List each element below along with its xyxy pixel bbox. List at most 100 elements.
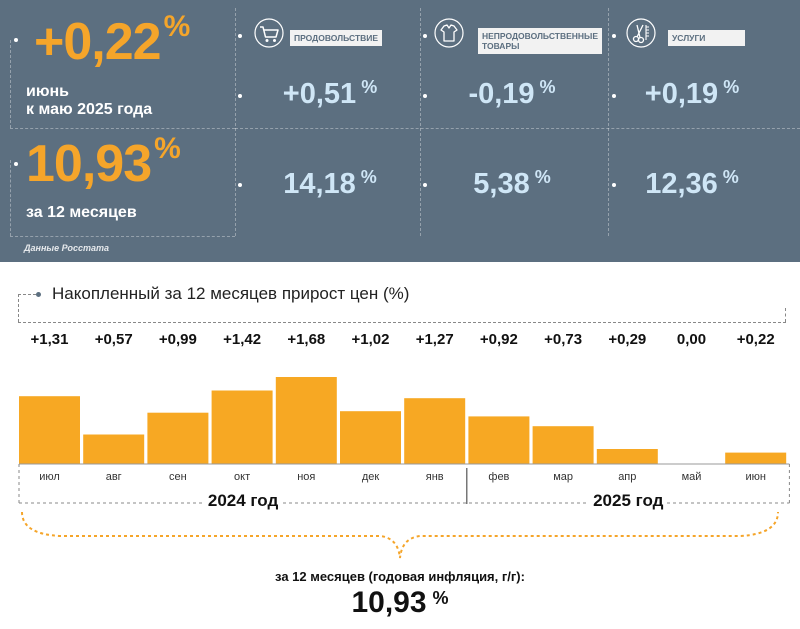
data-label: +0,73 — [544, 331, 583, 348]
bullet-dot — [238, 183, 242, 187]
food-annual-value: 14,18% — [250, 167, 410, 200]
x-tick-label: янв — [426, 471, 444, 483]
annual-inflation-value: 10,93% — [26, 134, 181, 193]
axis-frame — [18, 464, 790, 504]
annual-unit: % — [154, 132, 181, 165]
data-label: +1,68 — [287, 331, 326, 348]
bullet-dot — [238, 34, 242, 38]
bullet-dot — [238, 94, 242, 98]
year-label-2025: 2025 год — [589, 491, 668, 511]
monthly-unit: % — [163, 10, 191, 43]
divider — [235, 128, 800, 129]
title-bracket — [18, 322, 786, 323]
bar-июл — [19, 396, 80, 464]
bullet-dot — [612, 34, 616, 38]
data-label: +1,02 — [351, 331, 390, 348]
services-monthly-value: +0,19% — [612, 77, 772, 110]
bullet-dot — [612, 94, 616, 98]
summary-panel: +0,22% июнь к маю 2025 года 10,93% за 12… — [0, 0, 800, 262]
x-tick-label: июл — [39, 471, 60, 483]
bar-авг — [83, 434, 145, 464]
label-line: НЕПРОДОВОЛЬСТВЕННЫЕ — [482, 31, 599, 41]
data-label: +1,31 — [30, 331, 69, 348]
x-tick-label: сен — [169, 471, 187, 483]
monthly-period-line2: к маю 2025 года — [26, 101, 153, 118]
data-label: +1,42 — [223, 331, 262, 348]
nonfood-annual-value: 5,38% — [432, 167, 592, 200]
data-label: +0,57 — [94, 331, 133, 348]
x-tick-label: ноя — [297, 471, 315, 483]
value-number: 12,36 — [645, 168, 718, 200]
bar-мар — [532, 426, 594, 464]
divider — [10, 40, 11, 128]
title-bullet-dot — [36, 292, 41, 297]
data-label: +0,22 — [736, 331, 775, 348]
data-label: +0,92 — [479, 331, 518, 348]
divider — [10, 160, 11, 236]
category-label-nonfood: НЕПРОДОВОЛЬСТВЕННЫЕ ТОВАРЫ — [478, 28, 603, 54]
bar-chart: июл авг сен окт ноя дек янв фев мар апр май июн — [18, 377, 790, 504]
title-bracket — [18, 294, 36, 295]
annual-period-label: за 12 месяцев — [26, 204, 137, 221]
x-tick-label: дек — [362, 471, 380, 483]
bar-дек — [340, 411, 401, 464]
bar-сен — [147, 412, 209, 464]
divider — [10, 128, 235, 129]
data-label: +1,27 — [415, 331, 454, 348]
clothing-icon — [434, 18, 464, 48]
data-label: 0,00 — [676, 331, 707, 348]
monthly-inflation-value: +0,22% — [34, 12, 190, 71]
bullet-dot — [423, 94, 427, 98]
divider — [608, 8, 609, 236]
nonfood-monthly-value: -0,19% — [432, 77, 592, 110]
value-number: 5,38 — [473, 168, 530, 200]
divider — [420, 8, 421, 236]
divider — [235, 8, 236, 236]
label-line: ТОВАРЫ — [482, 41, 520, 51]
category-label-food: ПРОДОВОЛЬСТВИЕ — [290, 30, 383, 46]
food-monthly-value: +0,51% — [250, 77, 410, 110]
bullet-dot — [14, 162, 18, 166]
bar-фев — [468, 416, 530, 464]
summary-label: за 12 месяцев (годовая инфляция, г/г): — [275, 569, 525, 584]
data-label: +0,29 — [608, 331, 647, 348]
value-unit: % — [534, 167, 551, 187]
scissors-comb-icon — [626, 18, 656, 48]
x-tick-label: май — [682, 471, 702, 483]
x-tick-label: июн — [745, 471, 765, 483]
value-unit: % — [722, 167, 739, 187]
data-label: +0,99 — [158, 331, 197, 348]
summary-value: 10,93% — [0, 586, 800, 620]
value-number: -0,19 — [468, 78, 535, 110]
summary-brace — [21, 511, 779, 559]
x-tick-label: мар — [553, 471, 573, 483]
x-tick-label: авг — [106, 471, 122, 483]
chart-title: Накопленный за 12 месяцев прирост цен (%… — [52, 284, 410, 303]
x-tick-label: окт — [234, 471, 250, 483]
monthly-period-line1: июнь — [26, 83, 69, 100]
bullet-dot — [612, 183, 616, 187]
bullet-dot — [423, 183, 427, 187]
category-label-services: УСЛУГИ — [668, 30, 746, 46]
x-tick-label: фев — [488, 471, 509, 483]
value-unit: % — [723, 77, 740, 97]
services-annual-value: 12,36% — [612, 167, 772, 200]
value-number: +0,19 — [644, 78, 719, 110]
value-unit: % — [361, 77, 378, 97]
summary-unit: % — [432, 588, 449, 608]
title-bracket — [18, 294, 19, 322]
annual-value: 10,93 — [26, 135, 152, 193]
value-number: +0,51 — [282, 78, 357, 110]
year-label-2024: 2024 год — [203, 491, 283, 511]
value-unit: % — [539, 77, 556, 97]
x-tick-label: апр — [618, 471, 636, 483]
shopping-cart-icon — [254, 18, 284, 48]
title-bracket — [785, 308, 786, 322]
value-number: 14,18 — [283, 168, 356, 200]
bar-ноя — [275, 377, 337, 464]
bar-янв — [404, 398, 466, 464]
value-unit: % — [360, 167, 377, 187]
monthly-value: +0,22 — [34, 13, 162, 71]
divider — [10, 236, 235, 237]
bar-апр — [596, 449, 658, 464]
